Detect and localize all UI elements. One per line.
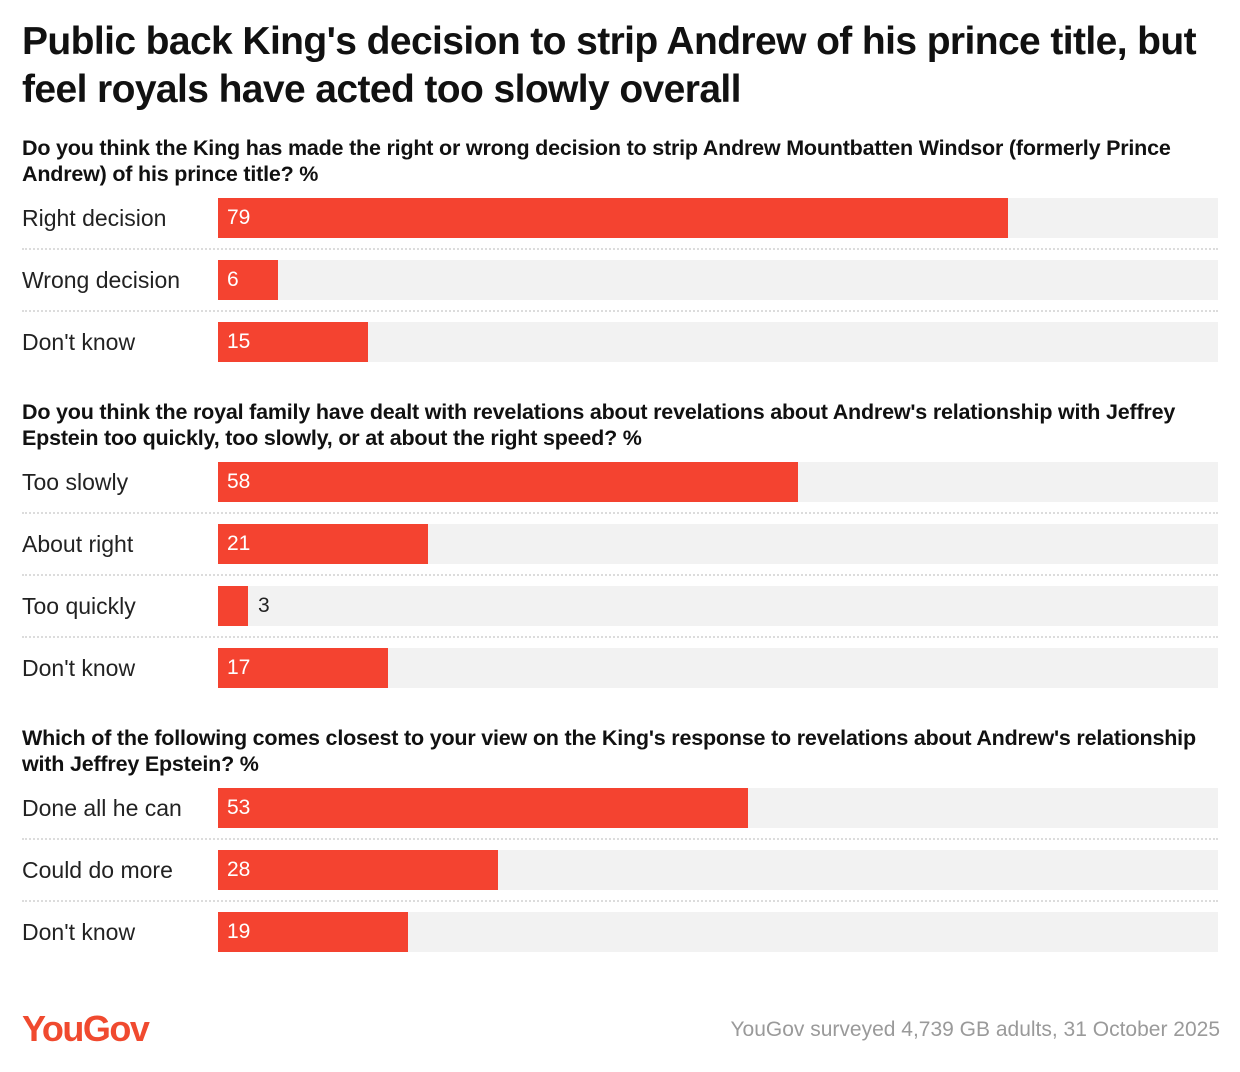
row-separator	[22, 574, 1218, 576]
bar	[218, 462, 798, 502]
category-label: Don't know	[22, 919, 136, 945]
question: Which of the following comes closest to …	[22, 726, 1196, 776]
charts: Do you think the King has made the right…	[22, 136, 1218, 952]
category-label: Done all he can	[22, 795, 182, 821]
question: Do you think the royal family have dealt…	[22, 400, 1176, 450]
bar	[218, 912, 408, 952]
row-separator	[22, 310, 1218, 312]
category-label: About right	[22, 531, 134, 557]
row-separator	[22, 900, 1218, 902]
question: Do you think the King has made the right…	[22, 136, 1171, 186]
bar	[218, 648, 388, 688]
bar	[218, 586, 248, 626]
source-note: YouGov surveyed 4,739 GB adults, 31 Octo…	[730, 1018, 1220, 1041]
category-label: Right decision	[22, 205, 167, 231]
bar-track	[218, 322, 1218, 362]
category-label: Don't know	[22, 655, 136, 681]
bar	[218, 850, 498, 890]
category-label: Too quickly	[22, 593, 136, 619]
bar	[218, 260, 278, 300]
value-label: 19	[227, 920, 251, 943]
bar-track	[218, 586, 1218, 626]
value-label: 3	[258, 594, 270, 617]
value-label: 79	[227, 206, 251, 229]
row-separator	[22, 248, 1218, 250]
category-label: Too slowly	[22, 469, 129, 495]
value-label: 6	[227, 268, 239, 291]
value-label: 15	[227, 330, 251, 353]
bar	[218, 524, 428, 564]
page-title: Public back King's decision to strip And…	[22, 20, 1197, 111]
value-label: 58	[227, 470, 251, 493]
row-separator	[22, 512, 1218, 514]
row-separator	[22, 838, 1218, 840]
category-label: Could do more	[22, 857, 173, 883]
bar-track	[218, 260, 1218, 300]
value-label: 53	[227, 796, 251, 819]
logo: YouGov	[22, 1008, 150, 1049]
bar	[218, 322, 368, 362]
category-label: Wrong decision	[22, 267, 181, 293]
bar	[218, 788, 748, 828]
value-label: 28	[227, 858, 251, 881]
category-label: Don't know	[22, 329, 136, 355]
value-label: 21	[227, 532, 251, 555]
bar	[218, 198, 1008, 238]
row-separator	[22, 636, 1218, 638]
value-label: 17	[227, 656, 251, 679]
